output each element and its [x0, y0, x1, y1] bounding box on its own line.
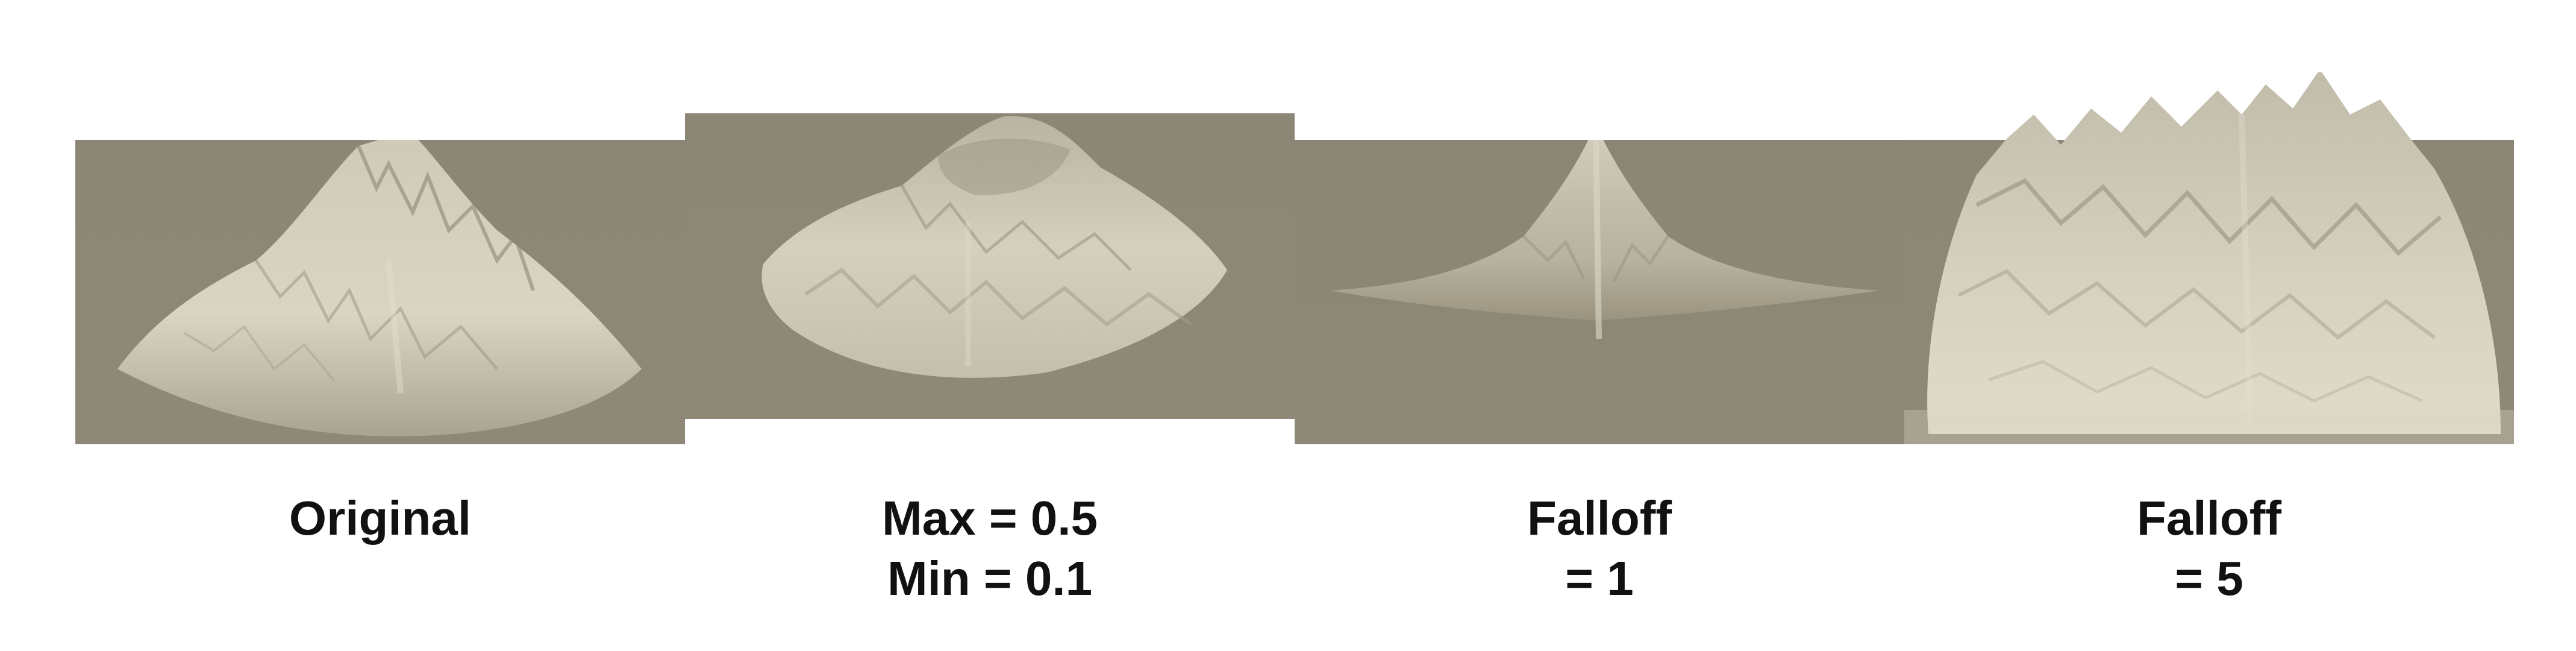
caption-line: Falloff [2137, 491, 2281, 545]
caption-falloff-1: Falloff = 1 [1298, 488, 1901, 609]
caption-original: Original [79, 488, 681, 549]
caption-line: = 1 [1565, 552, 1634, 605]
terrain-render-original [75, 140, 685, 444]
terrain-image-original [75, 140, 685, 444]
caption-line: Min = 0.1 [887, 552, 1093, 605]
caption-falloff-5: Falloff = 5 [1908, 488, 2510, 609]
terrain-image-falloff-5 [1904, 72, 2514, 444]
terrain-image-falloff-1 [1295, 140, 1904, 444]
terrain-image-max-min [685, 113, 1295, 419]
caption-line: Max = 0.5 [881, 491, 1098, 545]
caption-line: = 5 [2175, 552, 2243, 605]
terrain-render-falloff-5 [1904, 72, 2514, 444]
caption-line: Falloff [1527, 491, 1672, 545]
terrain-render-max-min [685, 113, 1295, 419]
caption-max-min: Max = 0.5 Min = 0.1 [689, 488, 1291, 609]
caption-line: Original [289, 491, 472, 545]
terrain-render-falloff-1 [1295, 140, 1904, 444]
